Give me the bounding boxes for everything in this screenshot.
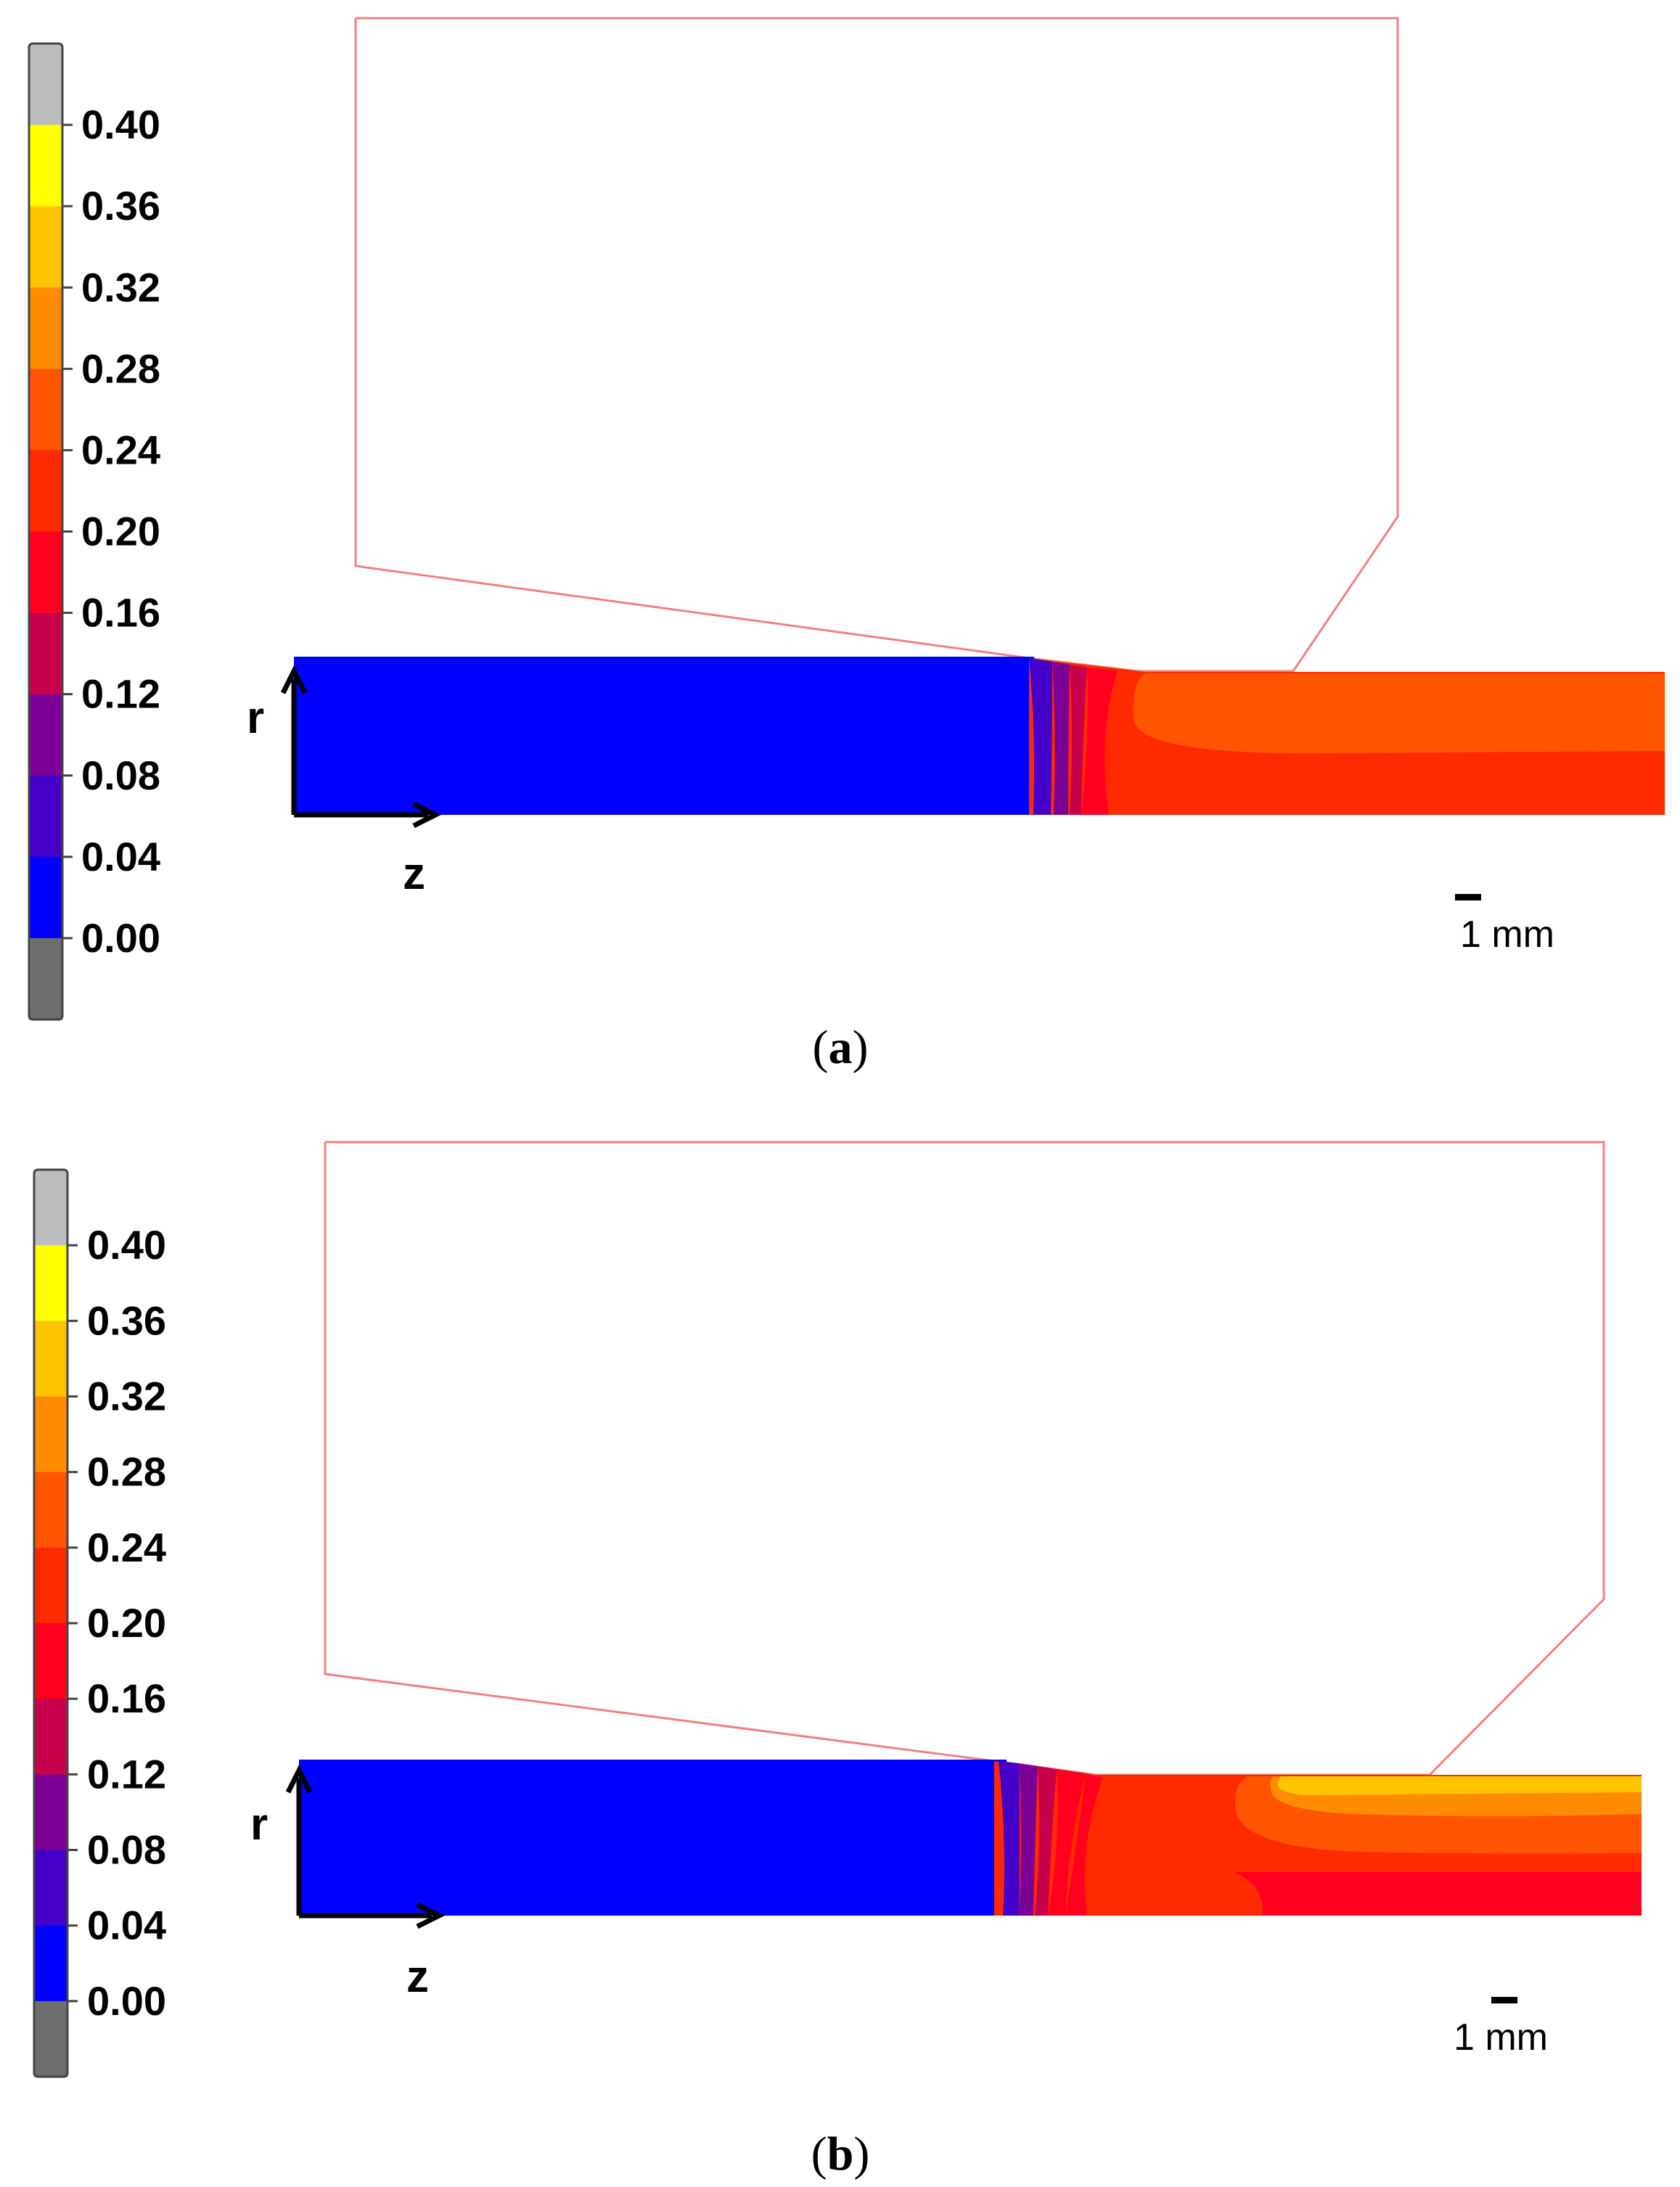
colorbar-segment bbox=[29, 206, 62, 288]
colorbar-a bbox=[28, 42, 73, 1021]
colorbar-value-label: 0.16 bbox=[81, 590, 160, 636]
z-axis-label: z bbox=[406, 1952, 429, 2002]
colorbar-segment bbox=[29, 450, 62, 532]
colorbar-b bbox=[33, 1168, 78, 2078]
colorbar-segment bbox=[34, 1321, 67, 1397]
colorbar-value-label: 0.32 bbox=[81, 264, 160, 310]
panel-a: 0.40 0.36 0.32 0.28 0.24 0.20 0.16 0.12 0.08 0.04… bbox=[28, 17, 1665, 1074]
colorbar-value-label: 0.08 bbox=[87, 1827, 166, 1873]
colorbar-value-label: 0.36 bbox=[81, 183, 160, 229]
colorbar-value-label: 0.08 bbox=[81, 752, 160, 798]
colorbar-value-label: 0.36 bbox=[87, 1297, 166, 1343]
colorbar-value-label: 0.40 bbox=[81, 102, 160, 147]
colorbar-value-label: 0.24 bbox=[87, 1525, 166, 1570]
colorbar-value-label: 0.16 bbox=[87, 1675, 166, 1721]
colorbar-segment bbox=[29, 369, 62, 451]
colorbar-segment bbox=[34, 1245, 67, 1321]
scale-bar bbox=[1455, 894, 1481, 900]
colorbar-segment bbox=[34, 1396, 67, 1473]
axes-indicator bbox=[285, 1765, 445, 1929]
colorbar-value-label: 0.40 bbox=[87, 1222, 166, 1268]
colorbar-segment bbox=[29, 694, 62, 776]
colorbar-value-label: 0.24 bbox=[81, 427, 160, 472]
colorbar-segment bbox=[29, 531, 62, 614]
colorbar-value-label: 0.04 bbox=[81, 834, 160, 879]
colorbar-value-label: 0.12 bbox=[87, 1751, 166, 1797]
colorbar-value-label: 0.20 bbox=[81, 509, 160, 554]
die-outline bbox=[324, 1141, 1605, 1776]
scale-bar bbox=[1491, 1997, 1517, 2003]
panel-b: 0.40 0.36 0.32 0.28 0.24 0.20 0.16 0.12 0.08 0.04… bbox=[33, 1141, 1642, 2180]
colorbar-value-label: 0.12 bbox=[81, 671, 160, 717]
colorbar-segment bbox=[29, 287, 62, 369]
colorbar-value-label: 0.20 bbox=[87, 1600, 166, 1646]
axes-indicator bbox=[280, 665, 441, 829]
workpiece-contour bbox=[299, 1760, 1642, 1916]
colorbar-segment bbox=[34, 1699, 67, 1775]
colorbar-segment bbox=[29, 44, 62, 126]
colorbar-segment bbox=[34, 1925, 67, 2002]
colorbar-labels-b: 0.40 0.36 0.32 0.28 0.24 0.20 0.16 0.12 0.08 0.04… bbox=[87, 1222, 166, 2024]
colorbar-segment bbox=[34, 1472, 67, 1548]
r-axis-label: r bbox=[250, 1800, 268, 1850]
scale-bar-label: 1 mm bbox=[1454, 2016, 1548, 2059]
colorbar-segment bbox=[34, 1170, 67, 1246]
z-axis-label: z bbox=[403, 849, 425, 899]
colorbar-segment bbox=[34, 2001, 67, 2077]
panel-caption: (a) bbox=[813, 1021, 869, 1074]
panel-caption: (b) bbox=[811, 2127, 870, 2180]
colorbar-segment bbox=[34, 1850, 67, 1927]
colorbar-segment bbox=[29, 856, 62, 939]
colorbar-value-label: 0.32 bbox=[87, 1374, 166, 1419]
colorbar-segment bbox=[29, 937, 62, 1020]
colorbar-segment bbox=[29, 612, 62, 695]
colorbar-segment bbox=[29, 125, 62, 207]
colorbar-labels-a: 0.40 0.36 0.32 0.28 0.24 0.20 0.16 0.12 0.08 0.04… bbox=[81, 102, 160, 961]
die-outline bbox=[354, 17, 1399, 673]
colorbar-segment bbox=[34, 1547, 67, 1624]
colorbar-segment bbox=[34, 1774, 67, 1850]
colorbar-value-label: 0.00 bbox=[81, 915, 160, 961]
colorbar-segment bbox=[29, 775, 62, 858]
colorbar-value-label: 0.00 bbox=[87, 1978, 166, 2024]
colorbar-segment bbox=[34, 1623, 67, 1699]
colorbar-value-label: 0.28 bbox=[87, 1449, 166, 1495]
workpiece-contour bbox=[294, 657, 1665, 815]
colorbar-value-label: 0.28 bbox=[81, 345, 160, 391]
r-axis-label: r bbox=[247, 693, 264, 743]
colorbar-value-label: 0.04 bbox=[87, 1903, 166, 1948]
scale-bar-label: 1 mm bbox=[1460, 914, 1554, 956]
